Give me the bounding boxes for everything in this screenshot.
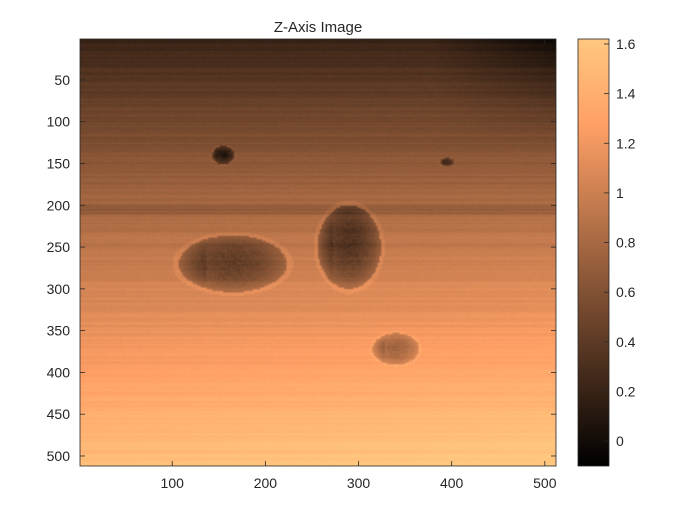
- y-tick-label: 500: [47, 448, 71, 464]
- colorbar-tick-label: 1: [616, 185, 624, 201]
- plot-frame: [79, 38, 557, 467]
- x-tick-label: 100: [161, 475, 185, 491]
- colorbar-tick-label: 1.2: [616, 135, 636, 151]
- colorbar-tick-label: 1.4: [616, 86, 636, 102]
- colorbar-tick-label: 0.4: [616, 334, 636, 350]
- y-tick-label: 50: [54, 72, 70, 88]
- y-tick-label: 150: [47, 156, 71, 172]
- x-tick-label: 400: [440, 475, 464, 491]
- y-tick-label: 350: [47, 323, 71, 339]
- y-tick-label: 200: [47, 197, 71, 213]
- y-tick-label: 250: [47, 239, 71, 255]
- colorbar-tick-label: 1.6: [616, 36, 636, 52]
- heatmap-raster: [80, 39, 556, 466]
- colorbar: [577, 38, 610, 467]
- colorbar-tick-label: 0.8: [616, 235, 636, 251]
- colorbar-tick-label: 0.2: [616, 384, 636, 400]
- chart-title: Z-Axis Image: [274, 19, 362, 36]
- colorbar-tick-label: 0: [616, 433, 624, 449]
- x-axis: 100 200 300 400 500: [161, 39, 557, 491]
- heatmap-image: [80, 39, 556, 466]
- y-tick-label: 100: [47, 114, 71, 130]
- y-axis: 50 100 150 200 250 300 350 400 450 500: [47, 72, 556, 464]
- x-tick-label: 500: [533, 475, 557, 491]
- colorbar-tick-label: 0.6: [616, 284, 636, 300]
- y-tick-label: 450: [47, 406, 71, 422]
- y-tick-label: 400: [47, 364, 71, 380]
- y-tick-label: 300: [47, 281, 71, 297]
- colorbar-axis: 0 0.2 0.4 0.6 0.8 1 1.2 1.4 1.6: [604, 36, 636, 449]
- x-tick-label: 300: [347, 475, 371, 491]
- x-tick-label: 200: [254, 475, 278, 491]
